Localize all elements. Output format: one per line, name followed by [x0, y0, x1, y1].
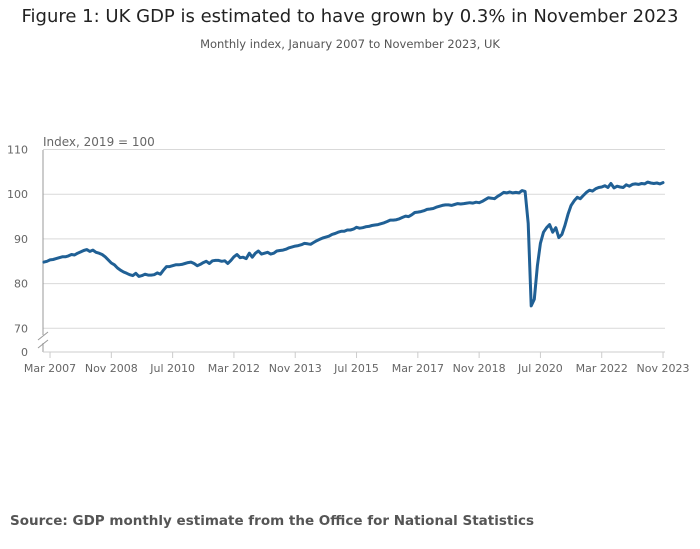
x-tick-label: Mar 2022: [576, 362, 628, 375]
y-tick-label-100: 100: [7, 188, 28, 201]
x-tick-label: Mar 2007: [24, 362, 76, 375]
x-axis-ticks: Mar 2007 Nov 2008 Jul 2010 Mar 2012 Nov 2013…: [24, 352, 690, 375]
gridlines: [43, 149, 665, 329]
source-note: Source: GDP monthly estimate from the Of…: [10, 513, 535, 529]
y-axis-label: Index, 2019 = 100: [43, 135, 155, 149]
axis-break-mark-1: [37, 331, 49, 341]
x-tick-label: Nov 2008: [85, 362, 138, 375]
x-tick-label: Nov 2018: [453, 362, 506, 375]
chart-title: Figure 1: UK GDP is estimated to have gr…: [21, 6, 679, 27]
x-tick-label: Mar 2017: [392, 362, 444, 375]
y-tick-label-90: 90: [14, 233, 28, 246]
y-tick-label-80: 80: [14, 278, 28, 291]
x-tick-label: Nov 2013: [269, 362, 322, 375]
gdp-series-line: [42, 180, 665, 308]
y-tick-label-70: 70: [14, 322, 28, 335]
x-tick-label: Nov 2023: [637, 362, 690, 375]
x-tick-label: Jul 2010: [149, 362, 195, 375]
x-tick-label: Jul 2015: [333, 362, 379, 375]
chart-subtitle: Monthly index, January 2007 to November …: [200, 37, 500, 51]
y-axis-ticks: 110 100 90 80 70: [7, 144, 28, 336]
y-tick-label-0: 0: [21, 346, 28, 359]
y-tick-label-110: 110: [7, 144, 28, 157]
axis-break-mark-2: [37, 339, 49, 349]
x-tick-label: Jul 2020: [517, 362, 563, 375]
x-tick-label: Mar 2012: [208, 362, 260, 375]
